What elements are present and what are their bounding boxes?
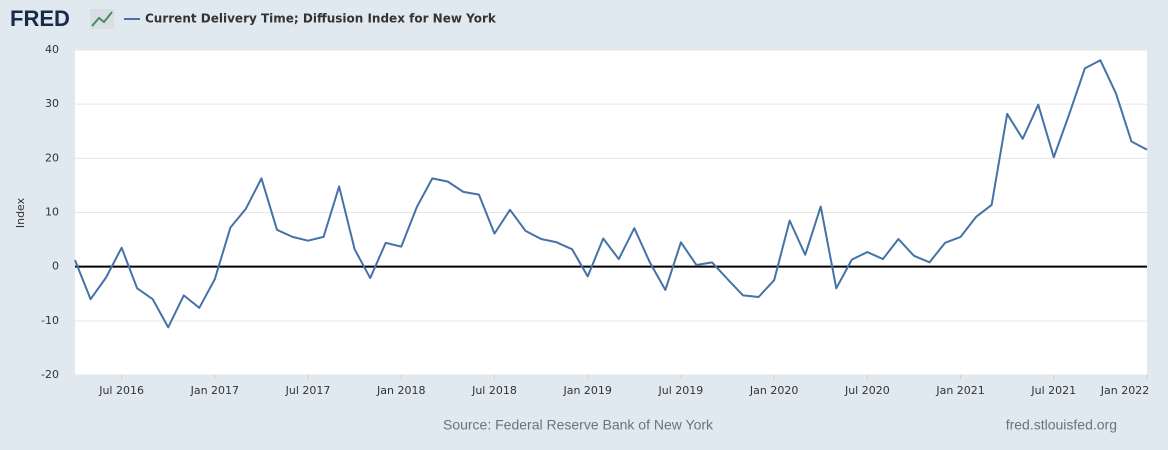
x-tick-label: Jan 2020	[749, 384, 798, 397]
y-tick-label: 30	[45, 97, 59, 110]
x-tick-label: Jul 2018	[471, 384, 517, 397]
x-tick-label: Jan 2017	[190, 384, 239, 397]
x-tick-label: Jul 2021	[1030, 384, 1076, 397]
source-note: Source: Federal Reserve Bank of New York	[443, 417, 714, 433]
y-tick-label: -10	[41, 314, 59, 327]
y-axis-label: Index	[14, 197, 27, 228]
x-tick-label: Jul 2016	[98, 384, 144, 397]
x-tick-label: Jan 2018	[376, 384, 425, 397]
y-tick-label: 0	[52, 260, 59, 273]
x-tick-label: Jan 2019	[562, 384, 611, 397]
x-tick-label: Jan 2021	[935, 384, 984, 397]
y-tick-label: 40	[45, 43, 59, 56]
logo[interactable]: FRED	[10, 6, 70, 31]
x-tick-label: Jul 2019	[658, 384, 704, 397]
data-line	[74, 59, 1148, 329]
legend-label: Current Delivery Time; Diffusion Index f…	[145, 12, 497, 26]
y-tick-label: 10	[45, 206, 59, 219]
x-tick-label: Jul 2020	[844, 384, 890, 397]
site-credit[interactable]: fred.stlouisfed.org	[1006, 417, 1117, 433]
x-tick-label: Jul 2017	[285, 384, 331, 397]
x-tick-label: Jan 2022	[1100, 384, 1149, 397]
y-tick-label: -20	[41, 368, 59, 381]
y-tick-label: 20	[45, 151, 59, 164]
logo-icon	[90, 9, 114, 29]
